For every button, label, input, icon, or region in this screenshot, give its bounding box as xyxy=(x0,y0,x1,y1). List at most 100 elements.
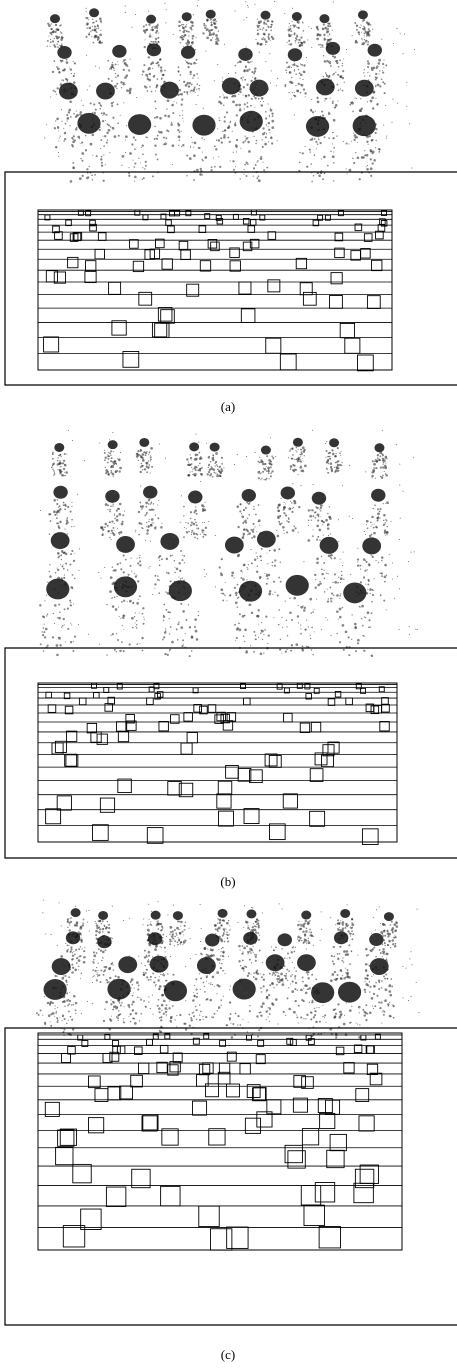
speckle xyxy=(357,642,359,644)
speckle xyxy=(304,934,306,936)
speckle xyxy=(97,972,98,973)
speckle xyxy=(253,651,255,653)
speckle xyxy=(295,1000,296,1001)
speckle xyxy=(291,67,292,68)
speckle xyxy=(178,25,180,27)
speckle xyxy=(155,514,156,515)
speckle xyxy=(170,956,171,957)
speckle xyxy=(143,974,145,976)
speckle xyxy=(58,507,59,508)
speckle xyxy=(214,924,216,926)
panel: (a) xyxy=(5,0,457,414)
speckle xyxy=(93,42,95,44)
speckle xyxy=(255,143,257,145)
speckle xyxy=(372,508,373,509)
speckle xyxy=(323,76,324,77)
speckle xyxy=(366,154,369,157)
speckle xyxy=(104,567,105,568)
speckle xyxy=(272,457,274,459)
speckle xyxy=(148,11,149,12)
speckle xyxy=(126,74,129,77)
speckle xyxy=(138,985,140,987)
speckle xyxy=(257,932,259,934)
speckle xyxy=(62,625,64,627)
speckle xyxy=(288,521,290,523)
speckle xyxy=(155,945,157,947)
speckle xyxy=(262,146,264,148)
speckle xyxy=(229,1017,231,1019)
speckle xyxy=(338,577,339,578)
speckle xyxy=(183,91,185,93)
speckle xyxy=(205,999,206,1000)
speckle xyxy=(194,537,196,539)
speckle xyxy=(339,464,341,466)
speckle xyxy=(70,511,72,513)
speckle xyxy=(290,30,292,32)
speckle xyxy=(251,907,252,908)
speckle xyxy=(249,929,250,930)
speckle xyxy=(335,104,338,107)
speckle xyxy=(60,564,61,565)
speckle xyxy=(71,506,72,507)
speckle xyxy=(65,553,68,556)
speckle xyxy=(135,139,137,141)
speckle xyxy=(340,455,341,456)
speckle xyxy=(338,519,339,520)
speckle xyxy=(190,958,191,959)
speckle xyxy=(105,114,107,116)
speckle xyxy=(158,921,159,922)
detection-box xyxy=(360,1165,378,1183)
speckle xyxy=(169,941,171,943)
speckle xyxy=(184,527,185,528)
speckle xyxy=(104,135,106,137)
speckle xyxy=(332,30,333,31)
speckle xyxy=(156,84,158,86)
speckle xyxy=(383,458,385,460)
speckle xyxy=(147,925,149,927)
speckle xyxy=(110,1003,112,1005)
speckle xyxy=(273,987,274,988)
speckle xyxy=(134,573,135,574)
speckle xyxy=(128,1006,130,1008)
speckle xyxy=(352,518,353,519)
speckle xyxy=(329,506,330,507)
speckle xyxy=(157,979,159,981)
speckle xyxy=(137,563,139,565)
speckle xyxy=(309,929,311,931)
speckle xyxy=(250,974,251,975)
speckle xyxy=(415,629,416,630)
speckle xyxy=(117,508,119,510)
speckle xyxy=(276,978,279,981)
speckle xyxy=(302,446,305,449)
speckle xyxy=(252,530,254,532)
speckle xyxy=(158,64,160,66)
speckle xyxy=(285,514,287,516)
speckle xyxy=(256,1015,258,1017)
speckle xyxy=(179,94,181,96)
speckle xyxy=(118,532,120,534)
speckle xyxy=(367,101,368,102)
speckle xyxy=(262,471,264,473)
speckle xyxy=(394,598,395,599)
speckle xyxy=(65,563,67,565)
speckle xyxy=(357,564,359,566)
speckle xyxy=(208,29,211,32)
speckle xyxy=(385,474,388,477)
speckle xyxy=(253,167,255,169)
speckle xyxy=(128,175,130,177)
speckle xyxy=(356,29,358,31)
speckle xyxy=(223,928,226,931)
speckle xyxy=(286,620,287,621)
speckle xyxy=(375,140,376,141)
speckle xyxy=(234,587,236,589)
speckle xyxy=(190,454,191,455)
speckle xyxy=(338,541,339,542)
speckle xyxy=(355,650,357,652)
speckle xyxy=(333,147,335,149)
speckle xyxy=(217,128,218,129)
speckle xyxy=(159,564,161,566)
speckle xyxy=(308,520,309,521)
speckle xyxy=(51,23,52,24)
speckle xyxy=(382,70,383,71)
speckle xyxy=(212,955,213,956)
